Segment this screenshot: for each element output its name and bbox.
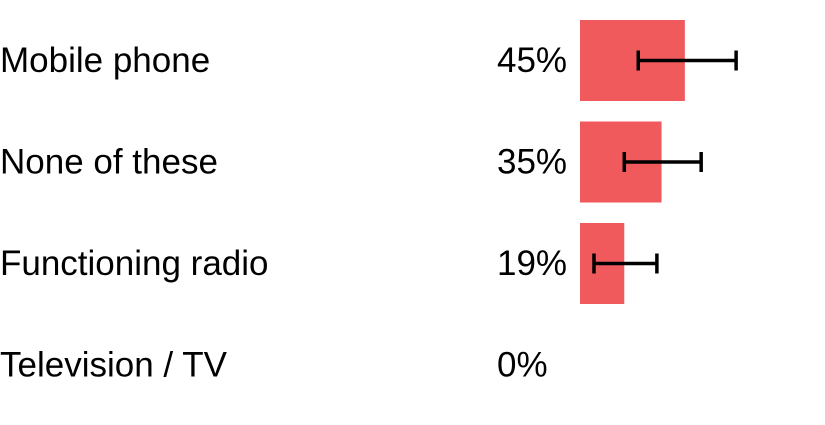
value-label-functioning-radio: 19%: [497, 244, 567, 283]
error-bar-functioning-radio: [592, 253, 659, 274]
category-label-none-of-these: None of these: [0, 143, 218, 182]
error-bar-none-of-these: [622, 152, 703, 172]
category-label-television-tv: Television / TV: [0, 346, 228, 385]
value-label-television-tv: 0%: [497, 346, 548, 385]
value-label-mobile-phone: 45%: [497, 41, 567, 80]
category-label-functioning-radio: Functioning radio: [0, 244, 269, 283]
category-label-mobile-phone: Mobile phone: [0, 41, 210, 80]
category-labels: Mobile phone None of these Functioning rad…: [0, 41, 269, 385]
value-label-none-of-these: 35%: [497, 143, 567, 182]
error-bar-mobile-phone: [636, 50, 738, 71]
error-bars: [592, 50, 738, 274]
value-labels: 45% 35% 19% 0%: [497, 41, 567, 385]
